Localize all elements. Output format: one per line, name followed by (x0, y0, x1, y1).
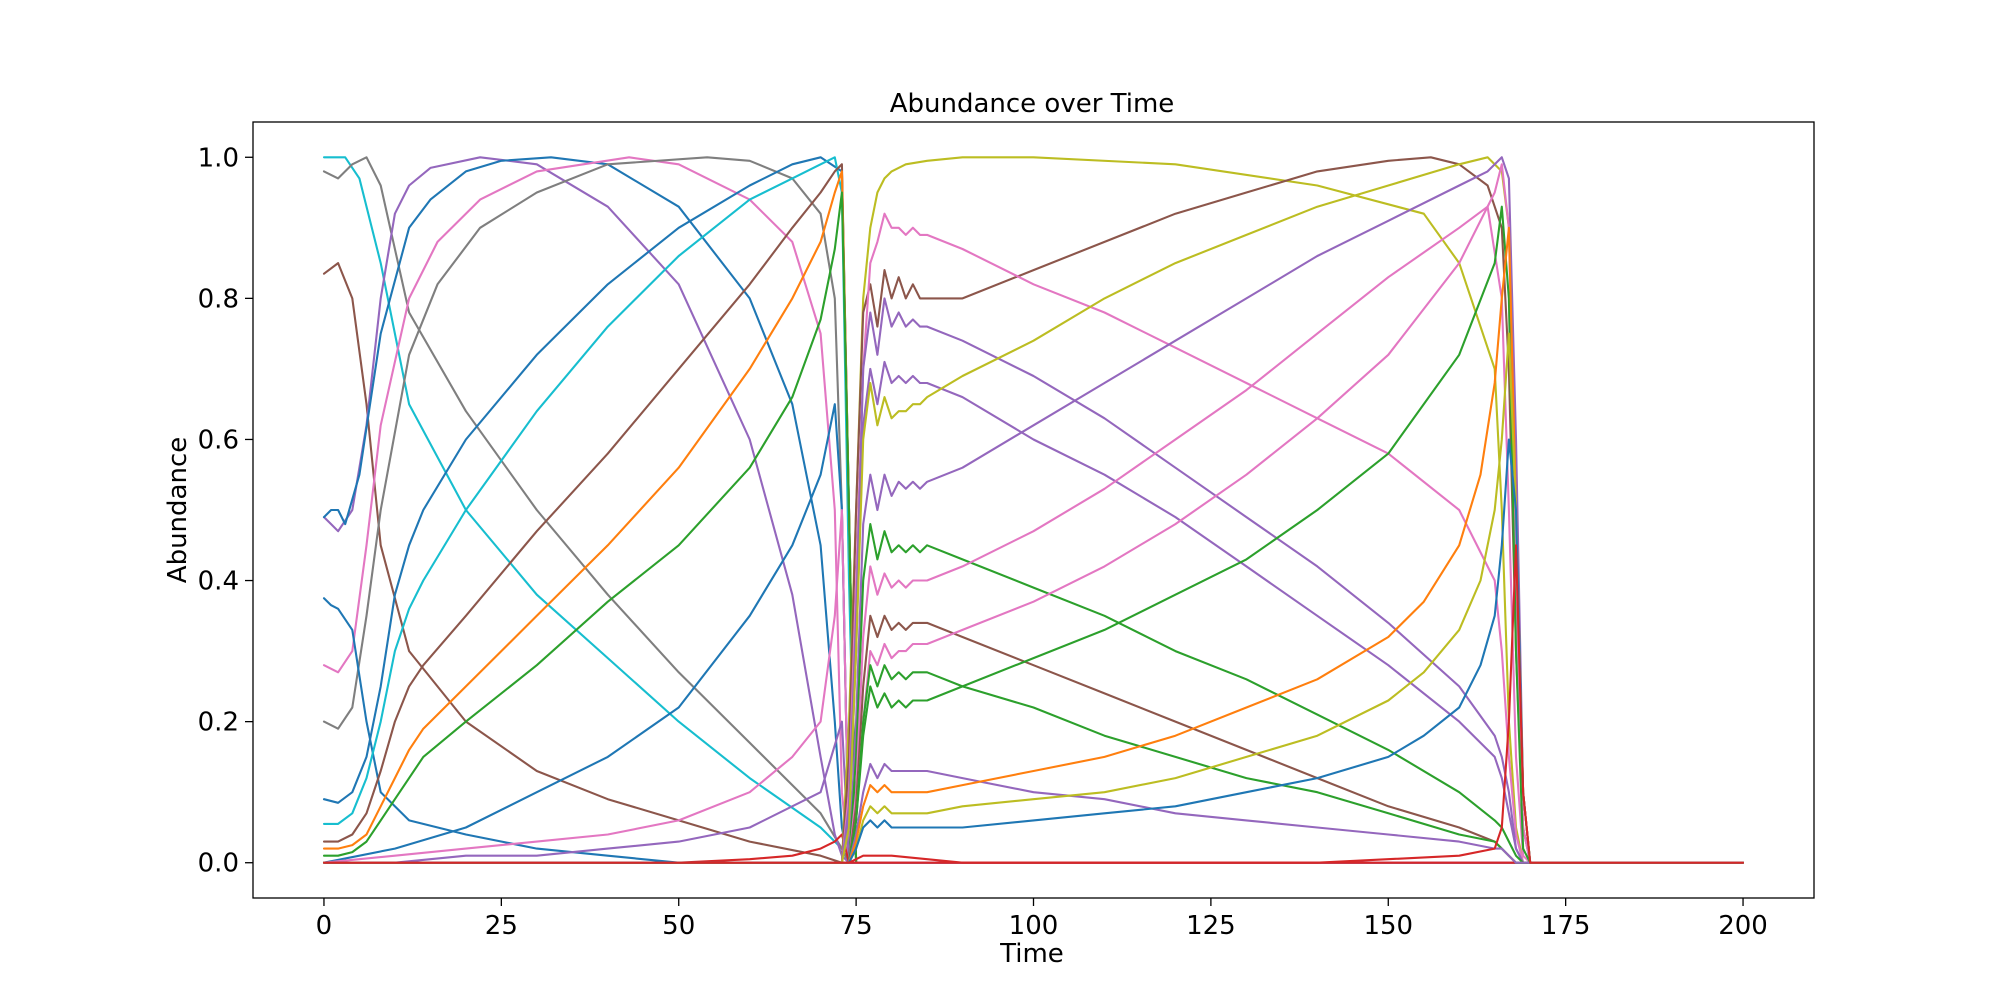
series-line-34 (322, 438, 1745, 864)
x-tick-label: 50 (662, 911, 695, 941)
series-line-16 (322, 720, 1745, 864)
x-tick-label: 125 (1186, 911, 1236, 941)
x-tick-label: 200 (1718, 911, 1768, 941)
x-axis-label: Time (999, 939, 1064, 969)
y-tick-label: 0.8 (198, 284, 239, 314)
y-tick-label: 0.4 (198, 567, 239, 597)
series-line-7 (322, 156, 1745, 864)
series-line-35 (322, 544, 1745, 864)
y-tick-label: 1.0 (198, 143, 239, 173)
x-tick-label: 25 (485, 911, 518, 941)
x-tick-label: 100 (1009, 911, 1059, 941)
chart-title: Abundance over Time (890, 89, 1175, 119)
x-tick-label: 75 (840, 911, 873, 941)
y-tick-label: 0.2 (198, 708, 239, 738)
series-line-33 (322, 332, 1745, 864)
x-tick-label: 0 (316, 911, 333, 941)
y-axis-ticks: 0.0 0.2 0.4 0.6 0.8 1.0 (198, 143, 253, 879)
series-line-10 (322, 156, 1745, 864)
series-line-12 (322, 170, 1745, 864)
y-axis-label: Abundance (163, 437, 193, 583)
series-line-5 (322, 156, 1745, 864)
y-tick-label: 0.0 (198, 849, 239, 879)
series-line-31 (322, 762, 1745, 864)
series-line-19 (322, 156, 1745, 864)
series-line-24 (322, 156, 1745, 864)
series-lines (322, 156, 1745, 864)
x-tick-label: 175 (1541, 911, 1591, 941)
series-line-26 (322, 205, 1745, 864)
series-line-15 (322, 508, 1745, 864)
series-line-25 (322, 523, 1745, 864)
series-line-32 (322, 226, 1745, 864)
x-axis-ticks: 0 25 50 75 100 125 150 175 200 (316, 898, 1768, 941)
series-line-6 (322, 156, 1745, 864)
series-line-20 (322, 212, 1745, 864)
x-tick-label: 150 (1363, 911, 1413, 941)
y-tick-label: 0.6 (198, 425, 239, 455)
series-line-11 (322, 163, 1745, 864)
series-line-13 (322, 191, 1745, 864)
series-line-3 (322, 262, 1745, 864)
plot-area (322, 156, 1745, 864)
series-line-22 (322, 360, 1745, 864)
